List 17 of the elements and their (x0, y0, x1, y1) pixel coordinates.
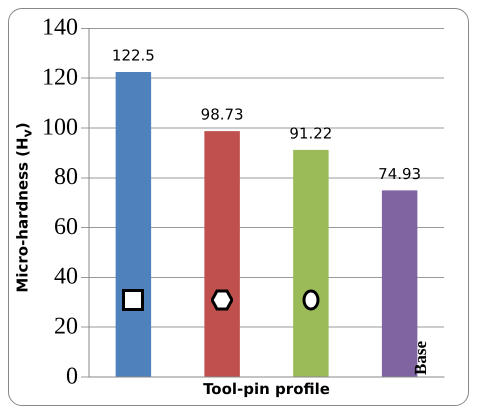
y-tick-label: 140 (42, 14, 78, 41)
y-tick-label: 40 (54, 264, 78, 290)
y-tick-label: 60 (54, 214, 78, 240)
y-tick-label: 0 (66, 363, 78, 390)
bar (293, 150, 329, 376)
data-label: 74.93 (378, 164, 422, 183)
data-label: 122.5 (112, 46, 155, 64)
y-tick-label: 80 (54, 164, 78, 190)
data-label: 98.73 (200, 106, 244, 124)
bar (116, 72, 152, 376)
x-tick-label: Base (410, 340, 430, 375)
y-tick-label: 100 (42, 114, 78, 140)
y-tick-label: 120 (42, 64, 78, 90)
x-axis-title: Tool-pin profile (203, 380, 330, 398)
bar (204, 131, 240, 376)
data-label: 91.22 (289, 124, 332, 142)
y-tick-label: 20 (54, 313, 78, 340)
